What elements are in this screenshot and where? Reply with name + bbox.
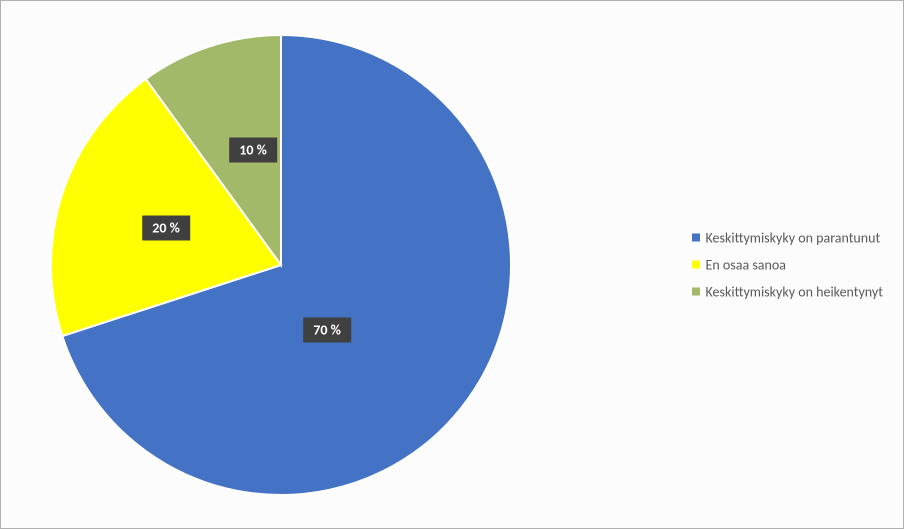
legend-item-dontknow: En osaa sanoa	[692, 256, 883, 273]
data-label-improved: 70 %	[303, 318, 351, 343]
legend: Keskittymiskyky on parantunut En osaa san…	[692, 229, 883, 300]
pie-plot-area: 70 % 20 % 10 %	[1, 0, 561, 529]
legend-item-worsened: Keskittymiskyky on heikentynyt	[692, 283, 883, 300]
legend-swatch-improved	[692, 234, 700, 242]
legend-label-worsened: Keskittymiskyky on heikentynyt	[706, 283, 883, 300]
legend-label-dontknow: En osaa sanoa	[706, 256, 786, 273]
pie-svg	[46, 30, 516, 500]
legend-label-improved: Keskittymiskyky on parantunut	[706, 229, 881, 246]
legend-item-improved: Keskittymiskyky on parantunut	[692, 229, 883, 246]
legend-swatch-dontknow	[692, 261, 700, 269]
pie-chart-container: 70 % 20 % 10 % Keskittymiskyky on parantun…	[0, 0, 904, 529]
legend-swatch-worsened	[692, 288, 700, 296]
data-label-dontknow: 20 %	[142, 216, 190, 241]
data-label-worsened: 10 %	[229, 138, 277, 163]
